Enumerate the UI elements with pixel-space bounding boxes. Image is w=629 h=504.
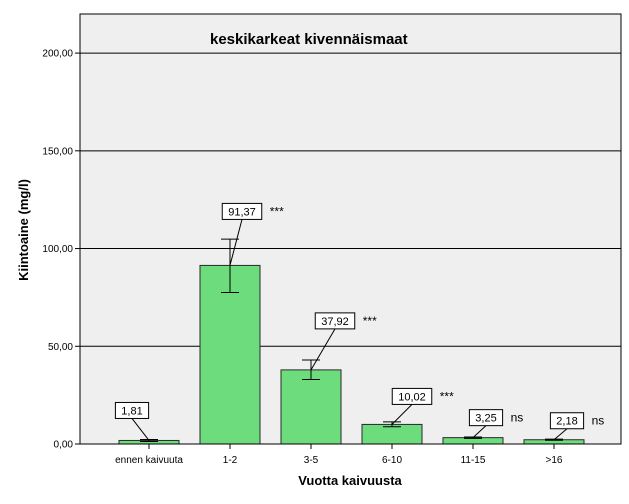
data-label-3: 10,02 — [398, 391, 426, 403]
data-label-2: 37,92 — [321, 316, 349, 328]
data-label-0: 1,81 — [121, 405, 142, 417]
significance-label-3: *** — [440, 389, 454, 403]
data-label-4: 3,25 — [475, 413, 496, 425]
x-tick-label-1: 1-2 — [223, 455, 238, 466]
y-tick-label-2: 100,00 — [42, 244, 73, 255]
y-axis-ticks: 0,00 50,00 100,00 150,00 200,00 — [42, 49, 80, 451]
data-label-leader-5 — [553, 428, 568, 441]
data-label-box-5 — [549, 412, 585, 430]
y-tick-label-4: 200,00 — [42, 49, 73, 60]
data-label-leader-1 — [229, 219, 243, 266]
data-label-box-1 — [221, 202, 263, 220]
y-tick-label-3: 150,00 — [42, 146, 73, 157]
y-tick-label-0: 0,00 — [54, 440, 74, 451]
x-axis-title: Vuotta kaivuusta — [298, 473, 402, 488]
bars — [118, 264, 585, 445]
data-label-leader-3 — [391, 404, 413, 425]
significance-label-5: ns — [592, 414, 605, 428]
plot-area — [79, 13, 622, 445]
data-label-leader-2 — [310, 328, 336, 371]
x-tick-label-5: >16 — [546, 455, 563, 466]
bar-3 — [361, 423, 423, 445]
data-label-1: 91,37 — [228, 206, 256, 218]
data-label-leader-4 — [472, 425, 487, 439]
x-axis-ticks: ennen kaivuuta 1-2 3-5 6-10 11-15 >16 — [115, 444, 563, 466]
data-label-box-3 — [391, 387, 433, 405]
x-tick-label-0: ennen kaivuuta — [115, 455, 183, 466]
significance-label-4: ns — [511, 411, 524, 425]
x-tick-label-2: 3-5 — [304, 455, 319, 466]
chart-title: keskikarkeat kivennäismaat — [210, 31, 408, 48]
y-tick-label-1: 50,00 — [48, 342, 73, 353]
data-label-leader-0 — [131, 418, 150, 441]
y-axis-title: Kiintoaine (mg/l) — [16, 179, 31, 281]
bar-1 — [199, 264, 261, 445]
data-label-box-0 — [114, 401, 150, 419]
data-labels: 1,81 91,37 *** 37,92 *** 10,02 *** 3,25 ns 2,18 ns — [114, 202, 605, 441]
gridlines — [80, 52, 621, 347]
significance-label-2: *** — [363, 314, 377, 328]
data-label-5: 2,18 — [556, 416, 577, 428]
data-label-box-4 — [468, 409, 504, 427]
significance-label-1: *** — [270, 204, 284, 218]
x-tick-label-3: 6-10 — [382, 455, 402, 466]
data-label-box-2 — [314, 312, 356, 330]
x-tick-label-4: 11-15 — [461, 455, 486, 466]
bar-2 — [280, 369, 342, 445]
